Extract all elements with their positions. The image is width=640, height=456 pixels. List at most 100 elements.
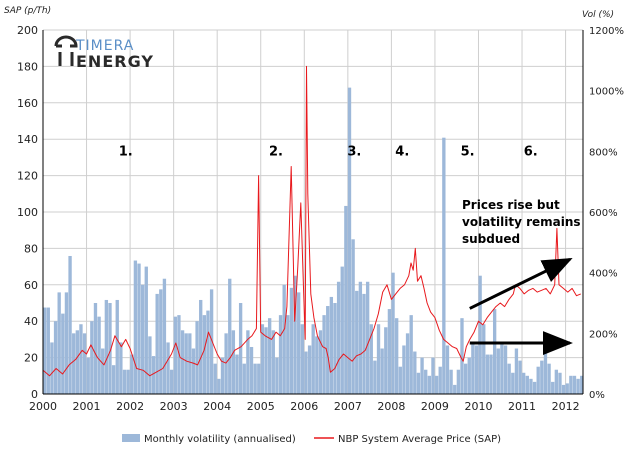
volatility-bar [514,348,519,394]
volatility-bar [217,378,221,394]
volatility-bar [543,351,548,394]
volatility-bar [405,333,410,394]
volatility-bar [558,372,562,394]
annotation-note: Prices rise but volatility remains subdu… [462,198,581,246]
y-tick-label-right: 400% [589,269,618,280]
volatility-bar [500,342,504,394]
volatility-bar [61,313,65,394]
volatility-bar [275,357,279,394]
volatility-bar [471,342,475,394]
volatility-bar [355,290,359,394]
volatility-bar [456,369,461,394]
y-tick-label-right: 800% [589,147,618,158]
volatility-bar [358,281,363,394]
period-label: 6. [524,145,538,160]
volatility-bar [438,366,442,394]
y-tick-label-left: 120 [17,170,38,183]
x-tick-label: 2009 [421,400,449,413]
volatility-bar [442,137,446,394]
y-tick-label-left: 140 [17,133,38,146]
y-axis-right-title: Vol (%) [582,10,614,20]
volatility-bar [365,281,370,394]
volatility-bar [57,292,61,394]
volatility-bar [155,293,159,394]
y-tick-label-left: 60 [24,279,38,292]
volatility-bar [111,365,116,394]
volatility-bar [140,284,145,394]
logo-line2: ENERGY [76,52,154,71]
volatility-bar [191,348,196,394]
y-tick-label-left: 80 [24,242,38,255]
volatility-bar [297,292,301,394]
volatility-bar [532,381,537,394]
y-tick-label-right: 0% [589,390,605,401]
volatility-bar [199,299,203,394]
volatility-bar [257,363,261,394]
volatility-bar [231,330,236,394]
volatility-bar [489,354,493,394]
volatility-bar [286,315,290,394]
volatility-bar [416,372,421,394]
y-tick-label-left: 180 [17,60,38,73]
volatility-bar [93,303,98,394]
volatility-bar [209,289,214,394]
x-tick-label: 2008 [377,400,405,413]
x-tick-label: 2003 [160,400,188,413]
volatility-bar [580,375,583,394]
note-line-3: subdued [462,232,520,246]
volatility-bar [551,381,555,394]
volatility-bar [264,327,268,394]
volatility-bar [224,333,228,394]
volatility-bar [518,360,522,394]
volatility-bar [362,293,366,394]
volatility-bar [220,357,225,394]
volatility-bar [307,345,312,394]
note-line-1: Prices rise but [462,198,560,212]
volatility-bar [75,330,79,394]
volatility-bar [130,354,134,394]
volatility-bar [267,318,272,394]
volatility-bar [104,299,109,394]
legend-label-volatility: Monthly volatility (annualised) [144,434,296,445]
volatility-bar [260,324,265,394]
volatility-bar [315,336,319,394]
legend-swatch-volatility [122,434,140,442]
volatility-bar [148,336,152,394]
volatility-bar [72,333,76,394]
volatility-bar [395,318,399,394]
volatility-bar [43,307,47,394]
period-label: 4. [395,145,409,160]
y-tick-label-right: 1200% [589,26,624,37]
volatility-bar [162,278,167,394]
logo-line1: TIMERA [75,38,134,54]
volatility-bar [170,369,174,394]
volatility-bar [347,87,352,394]
x-tick-label: 2012 [552,400,580,413]
x-tick-label: 2006 [290,400,318,413]
volatility-bar [86,357,90,394]
note-line-2: volatility remains [462,215,581,229]
volatility-bar [522,372,526,394]
volatility-bar [271,330,275,394]
sigma-icon [54,35,78,66]
volatility-bar [427,375,432,394]
volatility-bar [529,378,533,394]
volatility-bar [108,303,112,394]
volatility-bar [195,321,199,394]
volatility-bar [474,345,479,394]
x-tick-label: 2010 [464,400,492,413]
volatility-bar [318,330,323,394]
x-tick-label: 2011 [508,400,536,413]
volatility-bar [503,345,508,394]
volatility-bar [50,342,54,394]
volatility-bar [278,315,283,394]
volatility-bar [97,316,101,394]
volatility-bar [173,316,177,394]
volatility-bar [554,369,559,394]
x-tick-label: 2000 [29,400,57,413]
legend-label-sap: NBP System Average Price (SAP) [338,434,501,445]
volatility-bar [238,303,243,394]
y-tick-label-left: 40 [24,315,38,328]
volatility-bar [413,351,417,394]
